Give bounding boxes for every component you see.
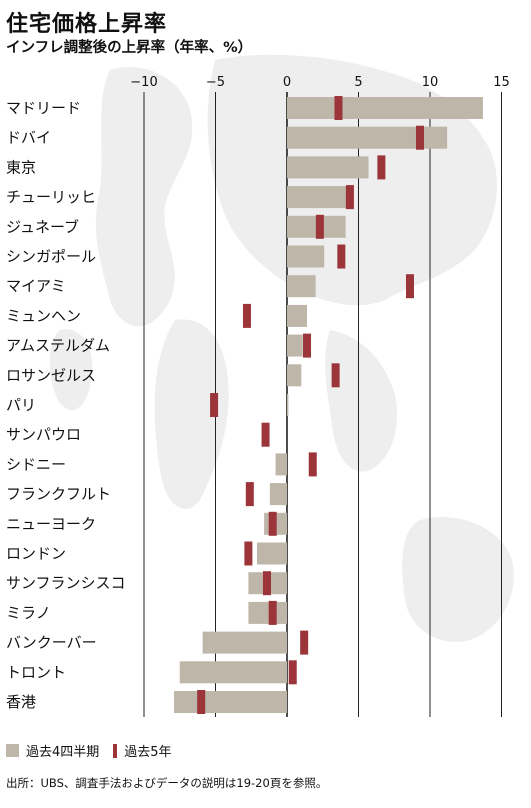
category-label: ミラノ [6,604,51,622]
legend-swatch-quarters [6,744,19,757]
x-tick-label: −5 [206,75,225,90]
marker-years [210,393,219,417]
chart-subtitle: インフレ調整後の上昇率（年率、%） [6,40,253,56]
category-label: マイアミ [6,277,66,295]
bar-quarters [174,691,287,713]
bar-quarters [287,364,302,387]
x-tick-label: 15 [493,75,510,90]
category-label: バンクーバー [6,634,97,652]
marker-years [262,571,271,596]
marker-years [345,185,354,210]
marker-years [377,155,386,180]
category-label: 香港 [6,693,36,711]
marker-years [405,274,414,299]
marker-years [244,541,253,566]
bar-quarters [287,186,353,209]
marker-years [334,96,343,120]
category-label: サンパウロ [6,426,81,444]
legend-label-quarters: 過去4四半期 [26,745,100,760]
category-label: チューリッヒ [6,188,96,206]
bar-quarters [287,156,369,179]
legend-label-years: 過去5年 [124,745,172,760]
bar-quarters [248,601,287,624]
source-note: 出所：UBS、調査手法およびデータの説明は19-20頁を参照。 [6,776,328,790]
marker-years [308,452,317,477]
category-label: シンガポール [6,248,96,266]
marker-years [245,482,254,507]
bar-quarters [287,304,308,327]
marker-years [288,660,297,685]
marker-years [268,511,277,536]
x-tick-label: 10 [422,75,439,90]
bar-quarters [287,126,448,149]
bar-quarters [202,631,287,654]
marker-years [261,422,270,447]
marker-years [303,333,312,358]
chart-title: 住宅価格上昇率 [6,12,168,37]
marker-years [315,214,324,239]
category-label: ミュンヘン [6,307,81,325]
category-label: ジュネーブ [6,218,79,236]
legend-swatch-years [113,743,118,758]
bar-quarters [256,542,287,565]
category-label: 東京 [6,158,36,176]
bar-quarters [287,97,483,119]
bar-quarters [287,394,289,416]
category-label: トロント [6,663,66,681]
category-label: ニューヨーク [6,515,96,533]
marker-years [300,630,309,655]
bar-quarters [275,453,287,476]
marker-years [242,303,251,328]
category-label: マドリード [6,99,81,117]
bar-quarters [179,661,287,684]
legend: 過去4四半期 過去5年 [6,741,172,760]
x-tick-label: 5 [354,75,362,90]
category-label: サンフランシスコ [6,574,126,592]
x-tick-label: 0 [283,75,291,90]
bar-quarters [287,245,325,268]
category-label: シドニー [6,455,66,473]
marker-years [331,363,340,388]
marker-years [197,690,206,714]
category-label: アムステルダム [6,337,110,355]
category-label: パリ [6,396,36,414]
bar-quarters [287,334,303,357]
marker-years [268,600,277,625]
bar-quarters [287,275,316,298]
marker-years [415,125,424,150]
marker-years [337,244,346,269]
category-label: ロサンゼルス [6,366,96,384]
category-label: ロンドン [6,545,66,563]
category-label: フランクフルト [6,485,111,503]
x-tick-label: −10 [130,75,157,90]
category-label: ドバイ [6,129,51,147]
bar-quarters [269,483,287,506]
